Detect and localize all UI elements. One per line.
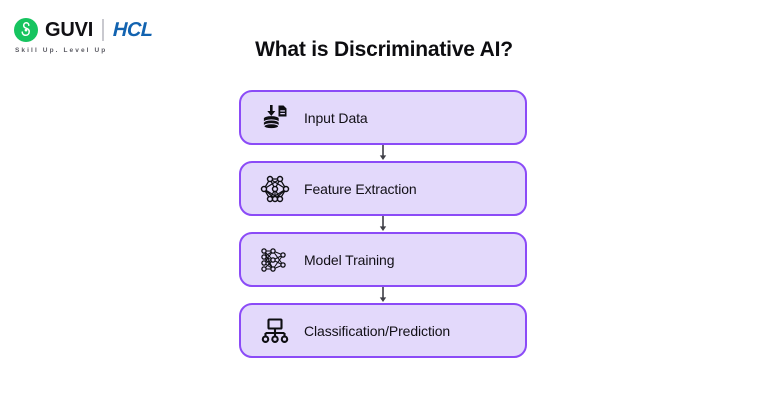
flow-step-feature-extraction[interactable]: Feature Extraction bbox=[239, 161, 527, 216]
guvi-logo: GUVI bbox=[14, 18, 93, 42]
brand-divider bbox=[102, 19, 104, 41]
brand-row: GUVI HCL bbox=[14, 18, 153, 42]
flow-step-model-training[interactable]: Model Training bbox=[239, 232, 527, 287]
flow-connector-2 bbox=[239, 216, 527, 232]
flow-step-label: Model Training bbox=[304, 251, 395, 268]
brand-tagline: Skill Up. Level Up bbox=[15, 47, 108, 54]
brand-lockup: GUVI HCL Skill Up. Level Up bbox=[14, 18, 153, 55]
flow-step-label: Classification/Prediction bbox=[304, 322, 451, 339]
guvi-wordmark: GUVI bbox=[45, 19, 94, 41]
neural-network-icon bbox=[258, 172, 292, 206]
flow-connector-3 bbox=[239, 287, 527, 303]
flow-diagram: Input Data bbox=[239, 90, 527, 358]
flow-connector-1 bbox=[239, 145, 527, 161]
hcl-wordmark: HCL bbox=[112, 19, 153, 41]
deep-network-icon bbox=[258, 243, 292, 277]
guvi-circle-g-icon bbox=[14, 18, 38, 42]
flow-step-label: Input Data bbox=[304, 109, 368, 126]
flow-step-classification-prediction[interactable]: Classification/Prediction bbox=[239, 303, 527, 358]
page-title: What is Discriminative AI? bbox=[255, 38, 513, 61]
database-import-icon bbox=[258, 101, 292, 135]
hierarchy-tree-icon bbox=[258, 314, 292, 348]
flow-step-label: Feature Extraction bbox=[304, 180, 417, 197]
flow-step-input-data[interactable]: Input Data bbox=[239, 90, 527, 145]
